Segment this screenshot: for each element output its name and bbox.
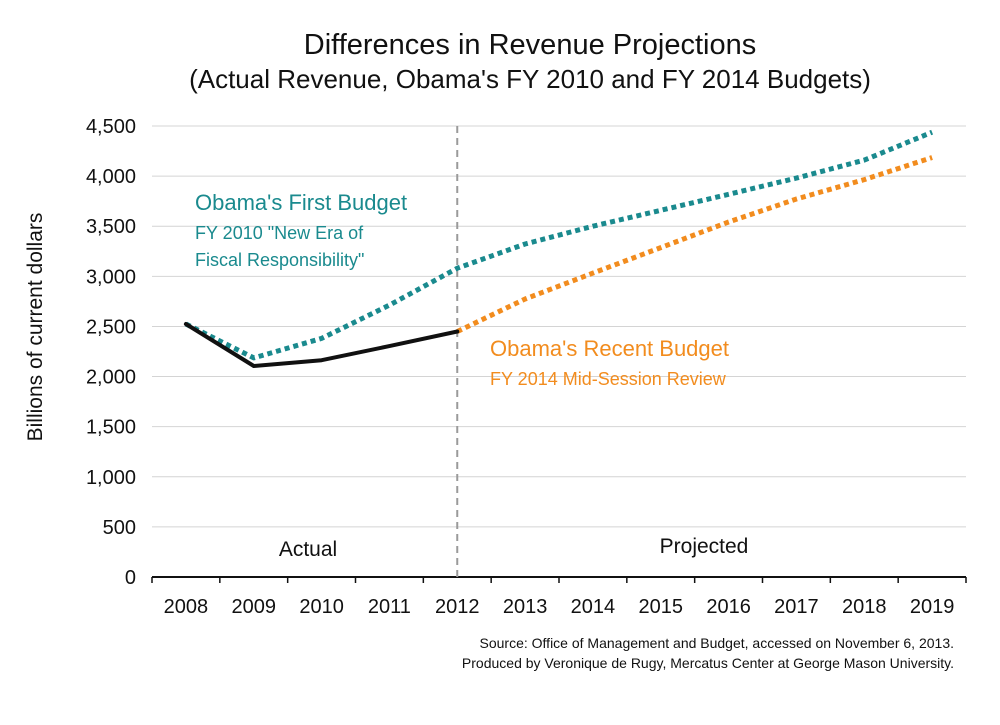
x-tick-label-2019: 2019 xyxy=(910,596,955,618)
x-tick-label-2018: 2018 xyxy=(842,596,887,618)
series-line-actual xyxy=(183,322,460,368)
x-axis: 2008 2009 2010 2011 2012 2013 2014 2015 2016 2017… xyxy=(151,576,967,618)
y-tick-label-2000: 2,000 xyxy=(86,367,136,389)
region-label-projected: Projected xyxy=(660,535,749,558)
annotation-recent-budget-line1: FY 2014 Mid-Session Review xyxy=(490,369,727,389)
y-tick-label-500: 500 xyxy=(103,517,136,539)
x-tick-label-2017: 2017 xyxy=(774,596,819,618)
x-tick-label-2010: 2010 xyxy=(299,596,344,618)
chart-subtitle: (Actual Revenue, Obama's FY 2010 and FY … xyxy=(189,64,871,94)
y-tick-label-4500: 4,500 xyxy=(86,116,136,138)
source-note-line2: Produced by Veronique de Rugy, Mercatus … xyxy=(462,655,954,671)
y-tick-label-3000: 3,000 xyxy=(86,266,136,288)
x-tick-label-2008: 2008 xyxy=(164,596,209,618)
y-tick-label-1000: 1,000 xyxy=(86,467,136,489)
y-tick-label-0: 0 xyxy=(125,567,136,589)
x-tick-label-2014: 2014 xyxy=(571,596,616,618)
x-tick-label-2015: 2015 xyxy=(639,596,684,618)
series-line-first-budget xyxy=(184,129,934,361)
source-note-line1: Source: Office of Management and Budget,… xyxy=(480,635,954,651)
x-tick-label-2013: 2013 xyxy=(503,596,548,618)
annotation-recent-budget-head: Obama's Recent Budget xyxy=(490,336,729,361)
annotation-first-budget: Obama's First Budget FY 2010 "New Era of… xyxy=(195,190,407,270)
x-tick-label-2011: 2011 xyxy=(368,596,411,618)
x-tick-label-2009: 2009 xyxy=(232,596,277,618)
y-tick-label-2500: 2,500 xyxy=(86,316,136,338)
series-line-recent-budget xyxy=(456,155,933,334)
y-axis: 0 500 1,000 1,500 2,000 2,500 3,000 3,500 4,000 4… xyxy=(86,116,136,589)
annotation-first-budget-line1: FY 2010 "New Era of xyxy=(195,223,364,243)
annotation-recent-budget: Obama's Recent Budget FY 2014 Mid-Sessio… xyxy=(490,336,729,389)
x-tick-label-2012: 2012 xyxy=(435,596,480,618)
x-tick-label-2016: 2016 xyxy=(706,596,751,618)
gridlines xyxy=(152,125,966,528)
chart-title: Differences in Revenue Projections xyxy=(304,29,756,61)
y-axis-label: Billions of current dollars xyxy=(24,213,47,442)
series-lines xyxy=(183,129,934,368)
y-tick-label-1500: 1,500 xyxy=(86,417,136,439)
annotation-first-budget-line2: Fiscal Responsibility" xyxy=(195,250,364,270)
y-tick-label-4000: 4,000 xyxy=(86,166,136,188)
annotation-first-budget-head: Obama's First Budget xyxy=(195,190,407,215)
region-label-actual: Actual xyxy=(279,538,337,561)
y-tick-label-3500: 3,500 xyxy=(86,216,136,238)
